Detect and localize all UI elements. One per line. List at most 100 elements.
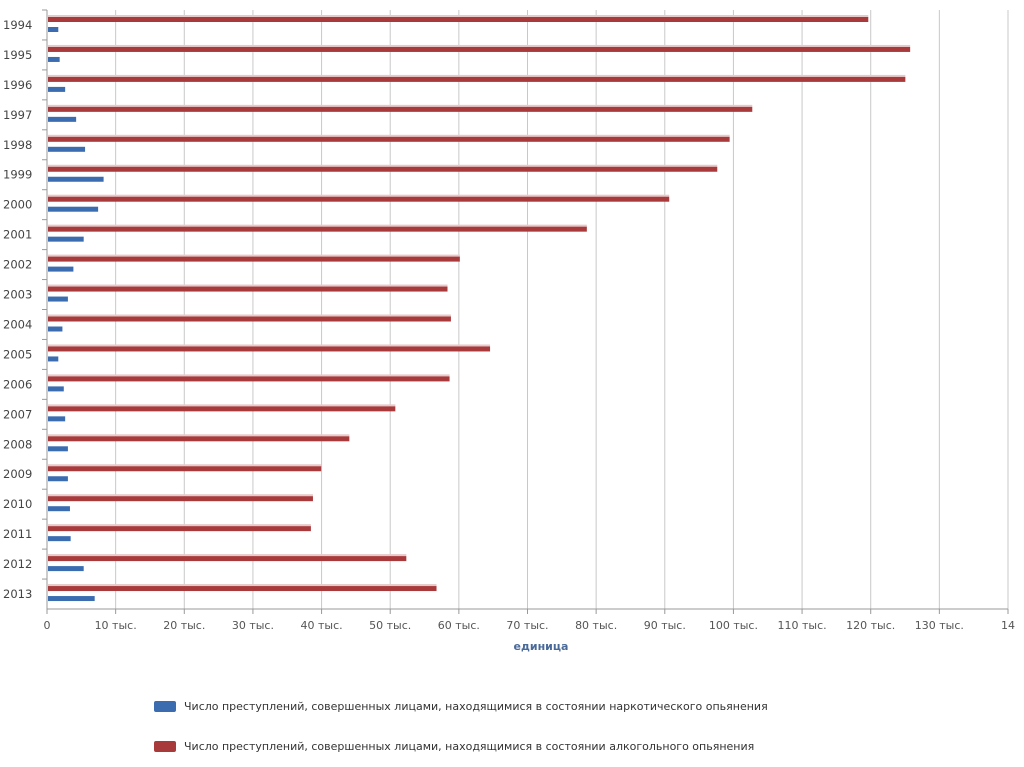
y-tick-label-2000: 2000 (3, 198, 32, 212)
bar-alcohol-2013[interactable] (48, 586, 437, 592)
bar-alcohol-2009[interactable] (48, 466, 322, 472)
y-tick-label-1996: 1996 (3, 78, 32, 92)
bar-narcotic-2005[interactable] (48, 356, 59, 362)
x-tick-label: 90 тыс. (644, 619, 686, 632)
bar-narcotic-2009[interactable] (48, 476, 68, 482)
x-tick-label: 40 тыс. (301, 619, 343, 632)
y-tick-label-2004: 2004 (3, 317, 32, 331)
x-tick-label: 70 тыс. (506, 619, 548, 632)
bar-shadow (48, 254, 460, 257)
bar-alcohol-2008[interactable] (48, 436, 350, 442)
bar-narcotic-1997[interactable] (48, 116, 77, 122)
bar-shadow (48, 374, 450, 377)
legend-swatch-alcohol (154, 740, 176, 752)
bar-shadow (48, 434, 350, 437)
bar-narcotic-2002[interactable] (48, 266, 74, 272)
legend-label-alcohol: Число преступлений, совершенных лицами, … (184, 739, 755, 753)
bar-shadow (48, 74, 906, 77)
bar-narcotic-1996[interactable] (48, 86, 66, 92)
bar-alcohol-1995[interactable] (48, 46, 911, 52)
legend-item-alcohol[interactable]: Число преступлений, совершенных лицами, … (154, 738, 768, 754)
x-tick-label: 120 тыс. (846, 619, 895, 632)
x-tick-label: 60 тыс. (438, 619, 480, 632)
bar-alcohol-2000[interactable] (48, 196, 670, 202)
bar-alcohol-2007[interactable] (48, 406, 396, 412)
bar-alcohol-1994[interactable] (48, 17, 869, 22)
bar-narcotic-1994[interactable] (48, 27, 59, 32)
bar-chart: 0 10 тыс. 20 тыс. 30 тыс. 40 тыс. 50 тыс. 60 т… (3, 9, 1015, 653)
bar-narcotic-1999[interactable] (48, 176, 104, 182)
x-tick-label: 110 тыс. (778, 619, 827, 632)
legend: Число преступлений, совершенных лицами, … (154, 698, 768, 754)
y-tick-label-2005: 2005 (3, 347, 32, 361)
x-tick-label: 50 тыс. (369, 619, 411, 632)
bar-narcotic-2013[interactable] (48, 596, 95, 602)
y-tick-label-2006: 2006 (3, 377, 32, 391)
bar-narcotic-2007[interactable] (48, 416, 66, 422)
y-tick-label-2009: 2009 (3, 467, 32, 481)
bar-alcohol-2010[interactable] (48, 496, 313, 502)
y-tick-label-2002: 2002 (3, 258, 32, 272)
bar-shadow (48, 584, 437, 587)
x-tick-label: 130 тыс. (915, 619, 964, 632)
y-tick-label-1998: 1998 (3, 138, 32, 152)
bar-narcotic-2006[interactable] (48, 386, 64, 392)
bar-narcotic-1995[interactable] (48, 56, 60, 62)
x-tick-label: 10 тыс. (95, 619, 137, 632)
legend-item-narcotic[interactable]: Число преступлений, совершенных лицами, … (154, 698, 768, 714)
bar-shadow (48, 44, 911, 47)
legend-label-narcotic: Число преступлений, совершенных лицами, … (184, 699, 768, 713)
bar-shadow (48, 15, 869, 17)
bar-shadow (48, 314, 451, 317)
bar-alcohol-1998[interactable] (48, 136, 730, 142)
bar-alcohol-2006[interactable] (48, 376, 450, 382)
bar-shadow (48, 134, 730, 137)
bar-shadow (48, 524, 311, 527)
y-tick-label-2003: 2003 (3, 288, 32, 302)
bar-shadow (48, 464, 322, 467)
bar-alcohol-1999[interactable] (48, 166, 718, 172)
y-tick-label-1999: 1999 (3, 168, 32, 182)
x-tick-label: 100 тыс. (709, 619, 758, 632)
bar-narcotic-2004[interactable] (48, 326, 63, 332)
bar-alcohol-2002[interactable] (48, 256, 460, 262)
legend-swatch-narcotic (154, 700, 176, 712)
bar-shadow (48, 164, 718, 167)
bar-alcohol-1996[interactable] (48, 76, 906, 82)
y-tick-label-2007: 2007 (3, 407, 32, 421)
bar-shadow (48, 404, 396, 407)
bar-alcohol-2011[interactable] (48, 526, 311, 532)
bar-shadow (48, 494, 313, 497)
bar-narcotic-2003[interactable] (48, 296, 68, 302)
bar-shadow (48, 554, 407, 557)
bar-narcotic-2012[interactable] (48, 566, 84, 572)
bar-shadow (48, 344, 491, 347)
bar-alcohol-2005[interactable] (48, 346, 491, 352)
bar-alcohol-2004[interactable] (48, 316, 451, 322)
y-tick-label-2008: 2008 (3, 437, 32, 451)
bar-shadow (48, 284, 448, 287)
bar-narcotic-2000[interactable] (48, 206, 99, 212)
bar-shadow (48, 104, 753, 107)
x-axis-title: единица (514, 640, 569, 653)
bar-narcotic-2010[interactable] (48, 506, 70, 512)
bar-alcohol-2001[interactable] (48, 226, 587, 232)
x-tick-label: 80 тыс. (575, 619, 617, 632)
y-tick-label-2012: 2012 (3, 557, 32, 571)
y-tick-label-2001: 2001 (3, 228, 32, 242)
bar-alcohol-2012[interactable] (48, 556, 407, 562)
bar-narcotic-2011[interactable] (48, 536, 71, 542)
x-tick-label: 20 тыс. (163, 619, 205, 632)
bar-narcotic-2001[interactable] (48, 236, 84, 242)
y-tick-label-2011: 2011 (3, 527, 32, 541)
bar-narcotic-2008[interactable] (48, 446, 68, 452)
y-tick-label-1997: 1997 (3, 108, 32, 122)
bar-alcohol-1997[interactable] (48, 106, 753, 112)
bar-narcotic-1998[interactable] (48, 146, 86, 152)
x-tick-label: 30 тыс. (232, 619, 274, 632)
bar-alcohol-2003[interactable] (48, 286, 448, 292)
y-tick-label-2010: 2010 (3, 497, 32, 511)
y-tick-label-1994: 1994 (3, 18, 32, 32)
x-tick-label: 14 (1001, 619, 1015, 632)
bar-shadow (48, 224, 587, 227)
